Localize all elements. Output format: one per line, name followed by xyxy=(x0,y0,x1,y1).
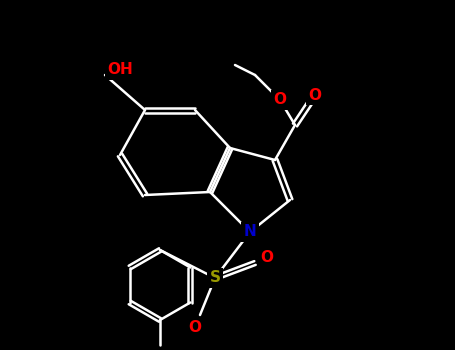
Text: O: O xyxy=(273,92,287,107)
Text: O: O xyxy=(261,251,273,266)
Text: O: O xyxy=(188,320,202,335)
Text: N: N xyxy=(243,224,256,239)
Text: S: S xyxy=(209,271,221,286)
Text: O: O xyxy=(308,88,322,103)
Text: OH: OH xyxy=(107,63,133,77)
